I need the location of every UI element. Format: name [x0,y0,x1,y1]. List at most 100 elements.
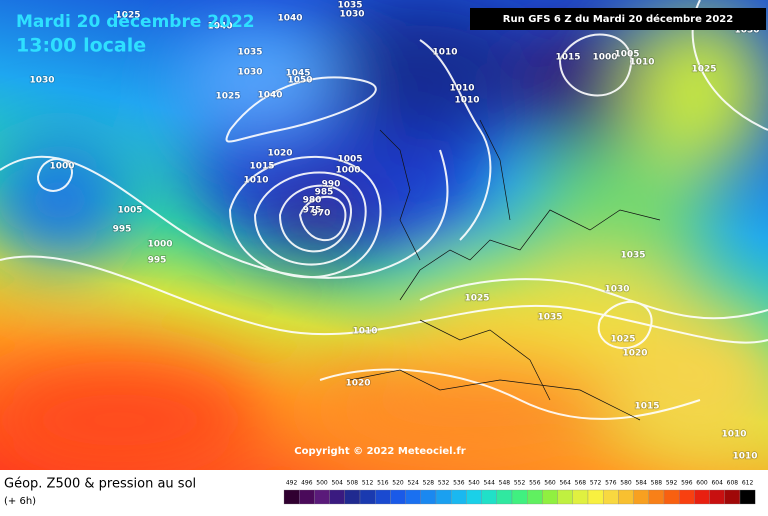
isobars [0,0,768,419]
isobar-label: 1000 [592,53,617,63]
isobar-label: 980 [303,196,322,206]
isobar-label: 1025 [215,92,240,102]
isobar-label: 1030 [237,68,262,78]
coastlines [349,119,661,421]
isobar-label: 1025 [464,294,489,304]
scale-swatch [481,489,497,505]
scale-label: 604 [711,480,723,487]
color-scale: 492 496 500 504 508 512 516 520 524 528 532 536 540 5… [283,480,756,505]
run-info: Run GFS 6 Z du Mardi 20 décembre 2022 [503,13,733,25]
scale-swatch [724,489,741,505]
scale-swatch [511,489,528,505]
scale-swatch [420,489,437,505]
scale-swatch [435,489,452,505]
isobar-label: 1040 [257,91,282,101]
scale-label: 608 [727,480,739,487]
scale-swatch [329,489,345,505]
scale-label: 492 [286,480,298,487]
scale-swatch [679,489,695,505]
isobar-label: 1025 [115,11,140,21]
isobar-label: 1010 [432,48,457,58]
isobar-label: 1035 [537,313,562,323]
scale-label: 516 [377,480,389,487]
isobar-label: 975 [303,206,322,216]
footer-title: Géop. Z500 & pression au sol [4,477,196,492]
scale-label: 532 [438,480,450,487]
scale-label: 508 [347,480,359,487]
scale-swatch [451,489,467,505]
isobar-label: 1025 [691,65,716,75]
isobar-label: 1020 [267,149,292,159]
scale-label: 524 [407,480,419,487]
isobar-label: 985 [315,188,334,198]
isobar-label: 1010 [721,430,746,440]
isobar-label: 1010 [732,452,757,462]
scale-swatch [572,489,589,505]
scale-label: 556 [529,480,541,487]
date: Mardi 20 décembre 2022 [16,12,255,32]
scale-label: 576 [605,480,617,487]
scale-swatch [739,489,756,505]
scale-label: 588 [651,480,663,487]
scale-label: 596 [681,480,693,487]
scale-label: 544 [483,480,495,487]
isobar-label: 1015 [249,162,274,172]
scale-label: 580 [620,480,632,487]
isobar-label: 1030 [734,26,759,36]
isobar-label: 1015 [634,402,659,412]
copyright: Copyright © 2022 Meteociel.fr [294,446,465,457]
scale-swatch [709,489,725,505]
scale-swatch [466,489,482,505]
scale-label: 564 [559,480,571,487]
scale-label: 592 [666,480,678,487]
isobar-label: 1010 [352,327,377,337]
scale-label: 512 [362,480,374,487]
scale-swatch [359,489,376,505]
isobar-label: 995 [148,256,167,266]
scale-label: 496 [301,480,313,487]
scale-swatch [405,489,421,505]
scale-swatch [314,489,330,505]
isobar-label: 1025 [610,335,635,345]
isobar-label: 970 [312,209,331,219]
isobar-label: 1010 [243,176,268,186]
scale-swatch [283,489,300,505]
isobar-label: 1000 [49,162,74,172]
scale-swatch [390,489,406,505]
map-field [0,0,768,480]
isobar-label: 1020 [622,349,647,359]
scale-label: 536 [453,480,465,487]
scale-swatch [587,489,604,505]
isobar-label: 1005 [117,206,142,216]
isobar-label: 1010 [449,84,474,94]
footer-lead: (+ 6h) [4,496,36,507]
scale-label: 500 [316,480,328,487]
isobar-label: 990 [322,180,341,190]
scale-label: 568 [575,480,587,487]
isobar-label: 1000 [335,166,360,176]
scale-label: 600 [696,480,708,487]
isobar-label: 1035 [620,251,645,261]
scale-label: 572 [590,480,602,487]
isobar-label: 1005 [614,50,639,60]
scale-label: 560 [544,480,556,487]
scale-swatch [299,489,315,505]
scale-swatch [648,489,665,505]
scale-swatch [603,489,619,505]
isobar-label: 1035 [237,48,262,58]
scale-swatch [694,489,710,505]
scale-label: 612 [742,480,754,487]
isobar-label: 1000 [147,240,172,250]
scale-swatch [618,489,634,505]
scale-swatch [633,489,649,505]
isobar-label: 1030 [339,10,364,20]
scale-swatch [542,489,558,505]
run-banner [470,8,766,30]
isobar-label: 1040 [207,22,232,32]
isobar-label: 1030 [29,76,54,86]
isobar-label: 1045 [285,69,310,79]
scale-swatch [344,489,361,505]
scale-label: 528 [423,480,435,487]
isobar-label: 1010 [454,96,479,106]
